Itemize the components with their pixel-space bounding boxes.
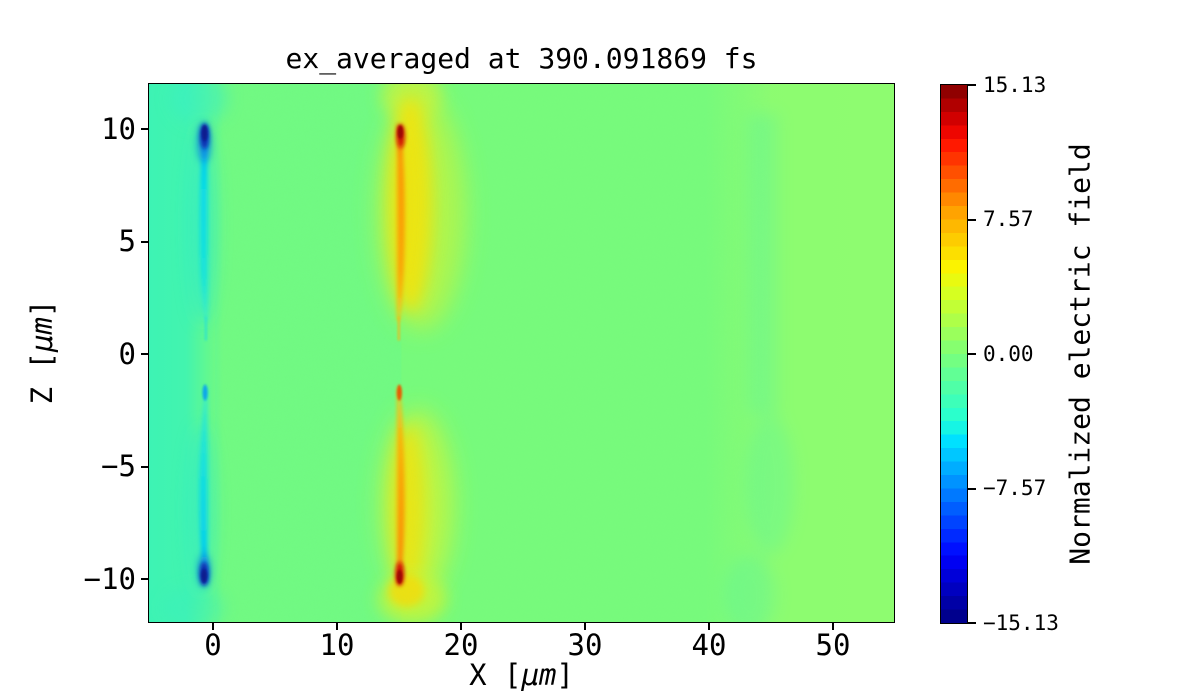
colorbar-tick-label: −7.57 [983, 476, 1047, 500]
colorbar-label: Normalized electric field [1063, 143, 1097, 565]
x-tick-mark [212, 623, 214, 630]
z-tick-mark [141, 128, 148, 130]
x-tick-label: 30 [567, 628, 603, 662]
z-tick-label: −5 [101, 449, 136, 483]
colorbar-tick-mark [967, 353, 976, 355]
heatmap-canvas [149, 84, 894, 622]
y-axis-label-post: ] [25, 299, 59, 318]
x-tick-label: 0 [204, 628, 222, 662]
x-tick-label: 10 [319, 628, 355, 662]
x-tick-label: 50 [815, 628, 851, 662]
speckle-texture [209, 84, 770, 622]
colorbar-tick-label: 15.13 [983, 73, 1047, 97]
z-tick-mark [141, 466, 148, 468]
z-tick-label: −10 [83, 562, 136, 596]
y-axis-label-pre: Z [ [25, 352, 59, 405]
x-tick-label: 20 [443, 628, 479, 662]
colorbar-gradient [941, 85, 967, 623]
colorbar-tick-label: −15.13 [983, 611, 1059, 635]
y-axis-label-unit: μm [25, 317, 59, 352]
z-tick-label: 5 [118, 224, 136, 258]
plot-title: ex_averaged at 390.091869 fs [285, 42, 758, 75]
colorbar-tick-label: 0.00 [983, 342, 1034, 366]
x-tick-label: 40 [691, 628, 727, 662]
x-axis-label-unit: μm [521, 658, 557, 692]
z-tick-mark [141, 578, 148, 580]
x-tick-mark [832, 623, 834, 630]
z-tick-label: 0 [118, 337, 136, 371]
colorbar [940, 84, 968, 624]
x-axis-label-post: ] [556, 658, 574, 692]
x-axis-label: X [μm] [148, 660, 895, 690]
x-tick-mark [460, 623, 462, 630]
x-tick-mark [708, 623, 710, 630]
x-axis-label-pre: X [ [469, 658, 522, 692]
colorbar-tick-mark [967, 488, 976, 490]
x-tick-mark [336, 623, 338, 630]
x-tick-mark [584, 623, 586, 630]
negative-field-sheet [163, 84, 228, 622]
colorbar-tick-mark [967, 622, 976, 624]
plot-area [148, 83, 895, 623]
colorbar-tick-mark [967, 84, 976, 86]
z-tick-mark [141, 241, 148, 243]
colorbar-tick-mark [967, 219, 976, 221]
z-tick-label: 10 [101, 112, 136, 146]
y-axis-label: Z [μm] [25, 300, 59, 405]
colorbar-tick-label: 7.57 [983, 207, 1034, 231]
z-tick-mark [141, 353, 148, 355]
